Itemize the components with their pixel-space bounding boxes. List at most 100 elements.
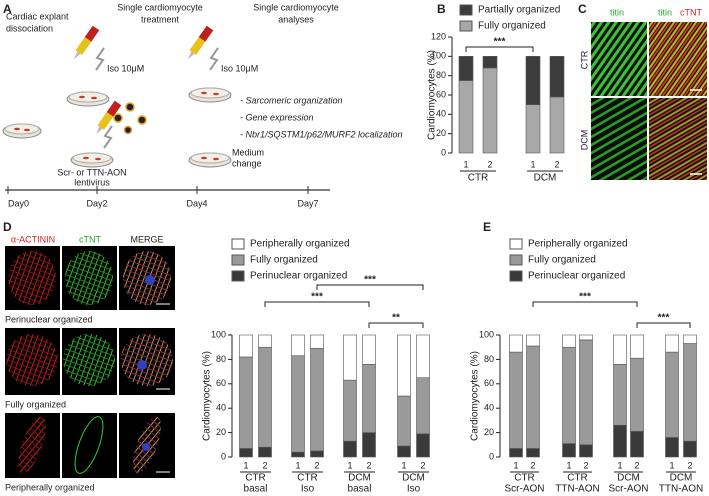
y-tick-label: 0: [441, 147, 446, 157]
x-tick-label: 1: [463, 159, 468, 169]
arrow: [95, 47, 105, 71]
bar-segment: [549, 96, 565, 154]
bar-segment: [239, 356, 253, 449]
bar-segment: [310, 450, 324, 458]
row-label: Fully organized: [5, 399, 66, 409]
significance-bracket: [465, 46, 534, 52]
bar-segment: [613, 363, 627, 426]
y-tick-label: 80: [436, 70, 446, 80]
bar-segment: [683, 343, 697, 442]
bar-segment: [343, 379, 357, 442]
significance-bracket: [368, 322, 424, 328]
timeline-ticks: [7, 186, 309, 194]
legend-swatch: [231, 238, 245, 250]
treatment-label: lentivirus: [74, 177, 110, 187]
bar-segment: [526, 448, 540, 458]
x-tick-label: 2: [687, 460, 692, 470]
bar-segment: [343, 334, 357, 381]
bar-segment: [683, 440, 697, 458]
analysis-item: - Nbr1/SQSTM1/p62/MURF2 localization: [240, 129, 403, 139]
legend-label: Perinuclear organized: [250, 271, 347, 282]
y-tick-label: 20: [484, 427, 494, 437]
panel-letter: E: [483, 220, 491, 234]
treatment-label: Iso 10μM: [221, 63, 258, 73]
treatment-label: Scr- or TTN-AON: [57, 167, 126, 177]
significance-label: ***: [494, 37, 506, 48]
group-label: DCM: [348, 473, 371, 484]
row-label: CTR: [579, 50, 589, 69]
y-axis-label: Cardiomyocytes (%): [470, 351, 481, 441]
panel-c: C titin titin cTNT CTR DCM: [578, 2, 707, 180]
bar-segment: [291, 451, 305, 458]
bar-segment: [291, 334, 305, 357]
y-tick-label: 100: [431, 51, 446, 61]
legend-label: Peripherally organized: [250, 239, 350, 250]
row-label: Perinuclear organized: [5, 314, 93, 324]
bar-segment: [482, 67, 498, 154]
panel-letter: C: [578, 2, 587, 16]
x-tick-label: 1: [347, 460, 352, 470]
x-tick-label: 2: [314, 460, 319, 470]
x-tick-label: 1: [513, 460, 518, 470]
group-label: DCM: [670, 473, 693, 484]
arrow: [103, 125, 113, 149]
y-tick-label: 60: [216, 378, 226, 388]
dish: [66, 91, 110, 107]
bar-segment: [549, 56, 565, 98]
significance-label: **: [392, 313, 400, 324]
panel-a: A Cardiac explant dissociation Single ca…: [2, 2, 403, 208]
legend-swatch: [509, 238, 523, 250]
group-label: Iso: [301, 484, 315, 495]
significance-bracket: [636, 322, 691, 328]
row-label: Peripherally organized: [5, 482, 95, 492]
x-tick-label: 1: [295, 460, 300, 470]
x-tick-label: 2: [583, 460, 588, 470]
bar-segment: [579, 334, 593, 341]
x-tick-label: 1: [243, 460, 248, 470]
virus: [113, 102, 147, 135]
legend-swatch: [459, 4, 473, 16]
significance-bracket: [316, 284, 424, 290]
legend-label: Partially organized: [478, 5, 560, 16]
bar-segment: [613, 424, 627, 458]
y-tick-label: 120: [431, 31, 446, 41]
group-label: CTR: [514, 473, 535, 484]
stain-label: MERGE: [130, 234, 163, 244]
group-label: CTR: [468, 173, 489, 184]
micrograph: [649, 98, 707, 180]
significance-label: ***: [364, 275, 376, 286]
bar-segment: [509, 351, 523, 449]
bar-segment: [291, 355, 305, 453]
dish: [188, 87, 232, 103]
step-label: analyses: [278, 14, 314, 24]
bar-segment: [665, 334, 679, 353]
y-tick-label: 80: [484, 354, 494, 364]
x-tick-label: 2: [554, 159, 559, 169]
dish: [2, 123, 42, 139]
legend-swatch: [509, 270, 523, 282]
y-axis-label: Cardiomyocytes (%): [427, 50, 438, 140]
panel-letter: D: [3, 220, 12, 234]
stain-label: α-ACTININ: [11, 234, 55, 244]
y-tick-label: 0: [221, 451, 226, 461]
pipette: [74, 25, 100, 60]
bar-segment: [630, 334, 644, 359]
significance-bracket: [532, 301, 638, 307]
bar-segment: [525, 104, 541, 154]
x-tick-label: 2: [366, 460, 371, 470]
legend-swatch: [509, 254, 523, 266]
bar-segment: [525, 56, 541, 105]
dish: [70, 152, 114, 168]
y-tick-label: 40: [216, 403, 226, 413]
micrograph: [591, 22, 647, 96]
x-tick-label: 1: [401, 460, 406, 470]
bar-segment: [310, 334, 324, 349]
significance-label: ***: [311, 292, 323, 303]
panel-letter: A: [3, 2, 12, 16]
micrograph: [649, 22, 707, 96]
legend-label: Fully organized: [478, 21, 546, 32]
stain-label: titin: [658, 7, 672, 17]
group-label: Iso: [407, 484, 421, 495]
bar-segment: [630, 357, 644, 432]
x-tick-label: 2: [420, 460, 425, 470]
